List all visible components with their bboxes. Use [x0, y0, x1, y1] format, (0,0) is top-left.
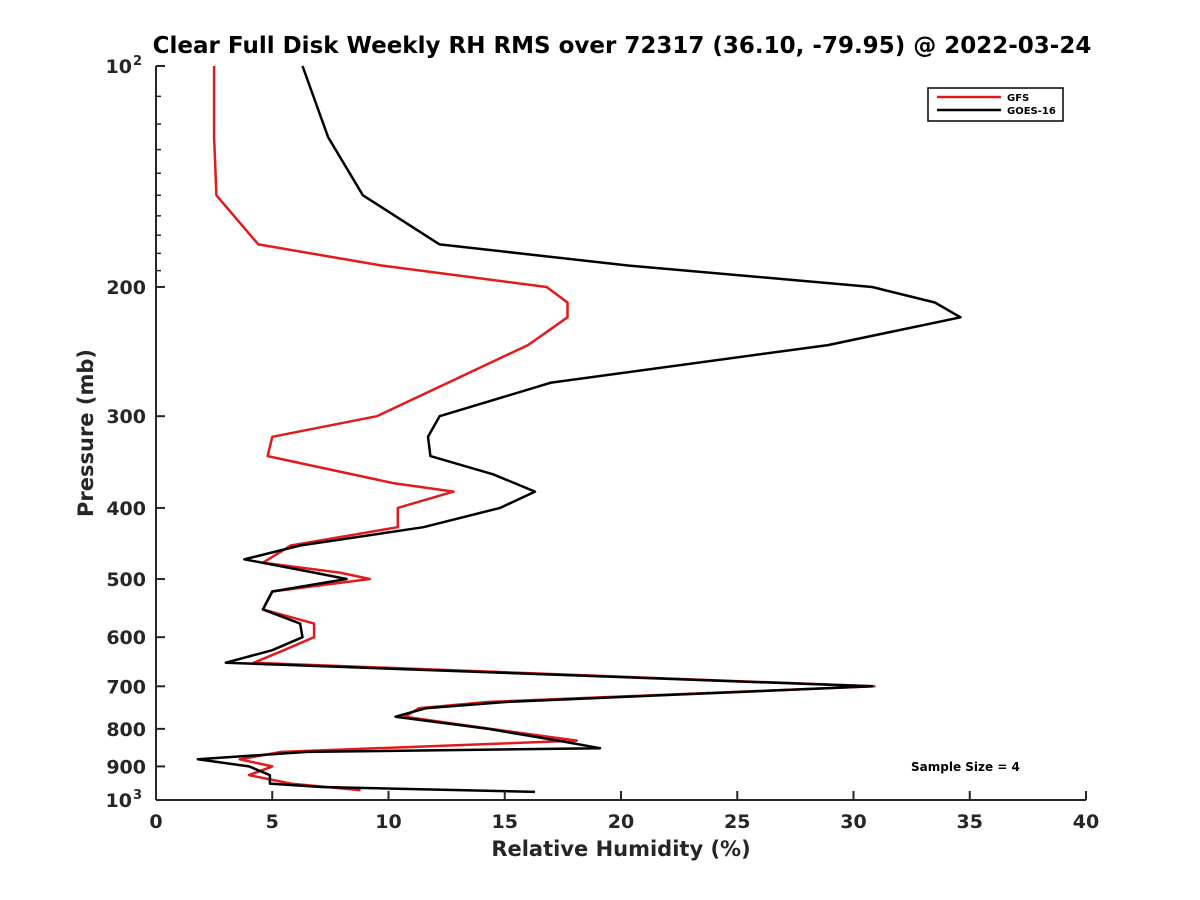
y-tick-label: 10	[106, 56, 132, 78]
x-tick-label: 25	[724, 811, 750, 833]
x-tick-label: 20	[608, 811, 634, 833]
x-tick-label: 30	[840, 811, 866, 833]
x-axis-title: Relative Humidity (%)	[491, 837, 750, 861]
x-tick-label: 10	[375, 811, 401, 833]
y-tick-label: 900	[106, 756, 146, 778]
y-tick-exponent: 2	[133, 54, 142, 69]
series-line-goes-16	[196, 65, 962, 794]
y-tick-exponent: 3	[133, 788, 142, 803]
y-tick-label: 600	[106, 627, 146, 649]
chart-title: Clear Full Disk Weekly RH RMS over 72317…	[153, 33, 1092, 59]
legend-label-goes-16: GOES-16	[1007, 106, 1056, 117]
y-axis-title: Pressure (mb)	[74, 349, 98, 517]
x-tick-label: 5	[266, 811, 279, 833]
sample-size-annotation: Sample Size = 4	[911, 760, 1020, 774]
y-tick-label: 400	[106, 498, 146, 520]
series-line-gfs	[212, 66, 876, 792]
y-tick-label: 300	[106, 406, 146, 428]
x-tick-label: 15	[492, 811, 518, 833]
legend-label-gfs: GFS	[1007, 93, 1029, 104]
y-tick-label: 700	[106, 676, 146, 698]
legend: GFS GOES-16	[927, 87, 1064, 122]
y-tick-label: 10	[106, 790, 132, 812]
x-tick-label: 0	[149, 811, 162, 833]
y-tick-label: 500	[106, 569, 146, 591]
x-tick-label: 35	[957, 811, 983, 833]
x-tick-label: 40	[1073, 811, 1099, 833]
y-tick-label: 800	[106, 719, 146, 741]
plot-area	[196, 65, 962, 794]
y-tick-label: 200	[106, 277, 146, 299]
legend-box	[927, 87, 1064, 122]
